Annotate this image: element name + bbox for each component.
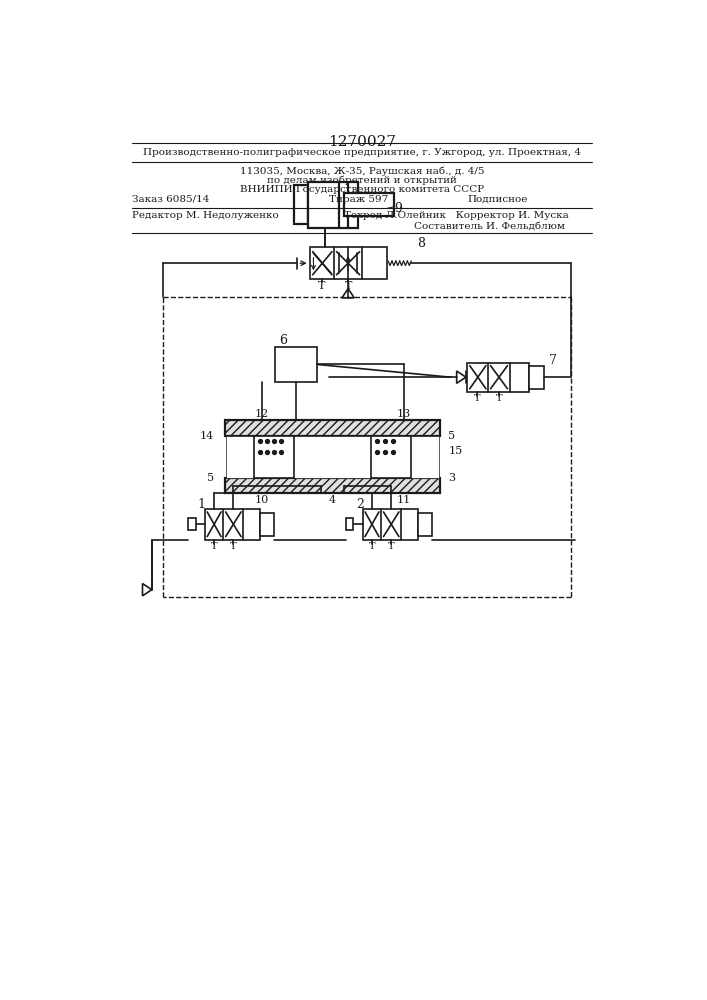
- Text: 15: 15: [448, 446, 462, 456]
- Bar: [529, 366, 544, 389]
- Text: Техред Л.Олейник   Корректор И. Муска: Техред Л.Олейник Корректор И. Муска: [344, 211, 569, 220]
- Text: 9: 9: [395, 202, 402, 215]
- Text: Подписное: Подписное: [467, 195, 528, 204]
- Text: 14: 14: [200, 431, 214, 441]
- Text: 6: 6: [279, 334, 287, 347]
- Text: ВНИИПИ Государственного комитета СССР: ВНИИПИ Государственного комитета СССР: [240, 185, 484, 194]
- Bar: [225, 478, 440, 493]
- Bar: [226, 436, 439, 478]
- Text: 13: 13: [397, 409, 411, 419]
- Text: Тираж 597: Тираж 597: [329, 195, 388, 204]
- Bar: [344, 193, 395, 216]
- Text: 3: 3: [448, 473, 455, 483]
- Text: по делам изобретений и открытий: по делам изобретений и открытий: [267, 175, 457, 185]
- Text: T: T: [496, 394, 503, 403]
- Text: 10: 10: [255, 495, 269, 505]
- Bar: [188, 518, 196, 530]
- Text: 7: 7: [549, 354, 557, 367]
- Bar: [275, 347, 317, 382]
- Bar: [467, 363, 529, 392]
- Bar: [260, 513, 274, 536]
- Bar: [418, 513, 432, 536]
- Text: Составитель И. Фельдблюм: Составитель И. Фельдблюм: [414, 222, 565, 231]
- Bar: [371, 436, 411, 478]
- Bar: [363, 509, 418, 540]
- Bar: [205, 509, 260, 540]
- Bar: [225, 420, 440, 436]
- Bar: [308, 182, 358, 228]
- Text: 4: 4: [329, 495, 337, 505]
- Bar: [294, 185, 308, 224]
- Text: Редактор М. Недолуженко: Редактор М. Недолуженко: [132, 211, 279, 220]
- Text: 11: 11: [397, 495, 411, 505]
- Text: 5: 5: [207, 473, 214, 483]
- Text: T: T: [344, 281, 352, 291]
- Text: T: T: [230, 542, 237, 551]
- Text: 8: 8: [417, 237, 426, 250]
- Text: Заказ 6085/14: Заказ 6085/14: [132, 195, 210, 204]
- Text: T: T: [368, 542, 375, 551]
- Text: Производственно-полиграфическое предприятие, г. Ужгород, ул. Проектная, 4: Производственно-полиграфическое предприя…: [143, 148, 581, 157]
- Text: 2: 2: [356, 498, 363, 512]
- Text: 1: 1: [198, 498, 206, 512]
- Text: 1270027: 1270027: [328, 135, 396, 149]
- Text: T: T: [388, 542, 395, 551]
- Bar: [346, 518, 354, 530]
- Text: T: T: [474, 394, 481, 403]
- Text: 5: 5: [448, 431, 455, 441]
- Text: T: T: [211, 542, 218, 551]
- Text: 113035, Москва, Ж-35, Раушская наб., д. 4/5: 113035, Москва, Ж-35, Раушская наб., д. …: [240, 166, 484, 176]
- Text: 12: 12: [255, 409, 269, 419]
- Bar: [310, 247, 387, 279]
- Bar: [254, 436, 294, 478]
- Text: T: T: [318, 281, 326, 291]
